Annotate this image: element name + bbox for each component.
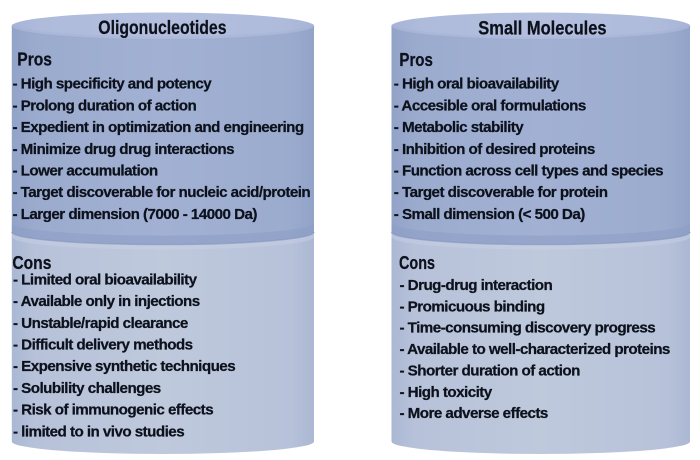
svg-text:- More adverse effects: - More adverse effects xyxy=(400,405,548,422)
svg-text:- High specificity and potency: - High specificity and potency xyxy=(13,76,213,93)
svg-text:Small Molecules: Small Molecules xyxy=(478,17,606,39)
svg-text:- Inhibition of desired protei: - Inhibition of desired proteins xyxy=(394,141,595,158)
svg-text:- Time-consuming discovery pro: - Time-consuming discovery progress xyxy=(400,320,656,337)
svg-text:- Target discoverable for prot: - Target discoverable for protein xyxy=(394,184,608,201)
svg-text:Pros: Pros xyxy=(17,50,52,70)
svg-text:- Small dimension (< 500 Da): - Small dimension (< 500 Da) xyxy=(394,206,585,223)
svg-text:- Minimize drug drug interacti: - Minimize drug drug interactions xyxy=(13,141,235,158)
svg-text:- Drug-drug interaction: - Drug-drug interaction xyxy=(400,277,553,294)
svg-text:- High oral bioavailability: - High oral bioavailability xyxy=(394,76,560,93)
svg-text:- Available only in injections: - Available only in injections xyxy=(13,293,200,310)
svg-text:Oligonucleotides: Oligonucleotides xyxy=(98,17,226,39)
svg-text:- Risk of immunogenic effects: - Risk of immunogenic effects xyxy=(13,402,213,419)
svg-text:- Expensive synthetic techniqu: - Expensive synthetic techniques xyxy=(13,358,235,375)
svg-text:Cons: Cons xyxy=(12,253,51,273)
svg-text:- Solubility challenges: - Solubility challenges xyxy=(13,380,161,397)
svg-text:- Larger dimension (7000 - 140: - Larger dimension (7000 - 14000 Da) xyxy=(13,206,258,223)
svg-text:- Promicuous binding: - Promicuous binding xyxy=(400,298,545,315)
svg-text:Pros: Pros xyxy=(399,50,433,70)
svg-text:- Available to well-characteri: - Available to well-characterized protei… xyxy=(400,341,670,358)
svg-text:- limited to in vivo studies: - limited to in vivo studies xyxy=(13,423,184,440)
svg-text:- Unstable/rapid clearance: - Unstable/rapid clearance xyxy=(13,315,188,332)
svg-text:- Accesible oral formulations: - Accesible oral formulations xyxy=(394,97,586,114)
svg-text:- Function across cell types a: - Function across cell types and species xyxy=(394,163,663,180)
svg-text:- Lower accumulation: - Lower accumulation xyxy=(13,163,158,180)
svg-text:- Expedient in optimization an: - Expedient in optimization and engineer… xyxy=(13,119,304,136)
svg-text:Cons: Cons xyxy=(399,253,435,273)
svg-text:- High toxicity: - High toxicity xyxy=(400,384,493,401)
svg-text:- Target discoverable for nucl: - Target discoverable for nucleic acid/p… xyxy=(13,184,311,201)
svg-text:- Difficult delivery methods: - Difficult delivery methods xyxy=(13,337,193,354)
svg-text:- Prolong duration of action: - Prolong duration of action xyxy=(13,97,197,114)
svg-text:- Limited oral bioavailability: - Limited oral bioavailability xyxy=(13,271,198,288)
svg-text:- Metabolic stability: - Metabolic stability xyxy=(394,119,524,136)
svg-text:- Shorter duration of action: - Shorter duration of action xyxy=(400,362,581,379)
